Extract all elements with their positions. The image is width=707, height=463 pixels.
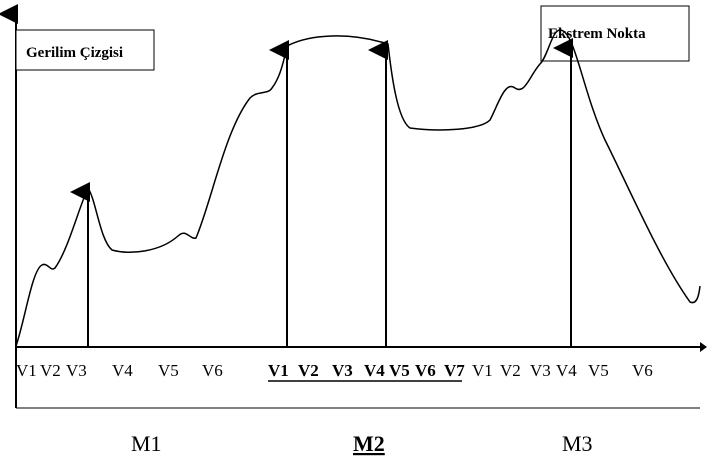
axis-tick-v2: V2: [40, 361, 61, 380]
axis-tick-v1: V1: [472, 361, 493, 380]
axis-tick-v2: V2: [298, 361, 319, 380]
axis-tick-v4: V4: [364, 361, 385, 380]
axis-tick-v1: V1: [268, 361, 289, 380]
axis-tick-v4: V4: [112, 361, 133, 380]
axis-tick-labels: V1 V2 V3 V4 V5 V6 V1 V2 V3 V4 V5 V6 V7 V1 V2 V3 V4 V5 V6: [16, 361, 653, 380]
axis-tick-v4: V4: [556, 361, 577, 380]
axis-tick-v5: V5: [158, 361, 179, 380]
axis-tick-v5: V5: [389, 361, 410, 380]
axis-tick-v7: V7: [444, 361, 465, 380]
axis-tick-v6: V6: [202, 361, 223, 380]
curve-label: Gerilim Çizgisi: [26, 45, 123, 61]
x-axis-arrowhead: [700, 342, 707, 352]
axis-tick-v3: V3: [66, 361, 87, 380]
axis-tick-v3: V3: [530, 361, 551, 380]
axis-tick-v5: V5: [588, 361, 609, 380]
tension-curve: [15, 29, 701, 347]
axis-tick-v3: V3: [332, 361, 353, 380]
extreme-label: Ekstrem Nokta: [548, 26, 646, 42]
curve-label-box: [15, 29, 155, 71]
axis-tick-v6: V6: [415, 361, 436, 380]
group-label-m3: M3: [562, 431, 593, 456]
axis-tick-v2: V2: [500, 361, 521, 380]
axis-tick-v6: V6: [632, 361, 653, 380]
group-label-m1: M1: [131, 431, 162, 456]
axis-tick-v1: V1: [16, 361, 37, 380]
group-label-m2: M2: [353, 431, 385, 456]
